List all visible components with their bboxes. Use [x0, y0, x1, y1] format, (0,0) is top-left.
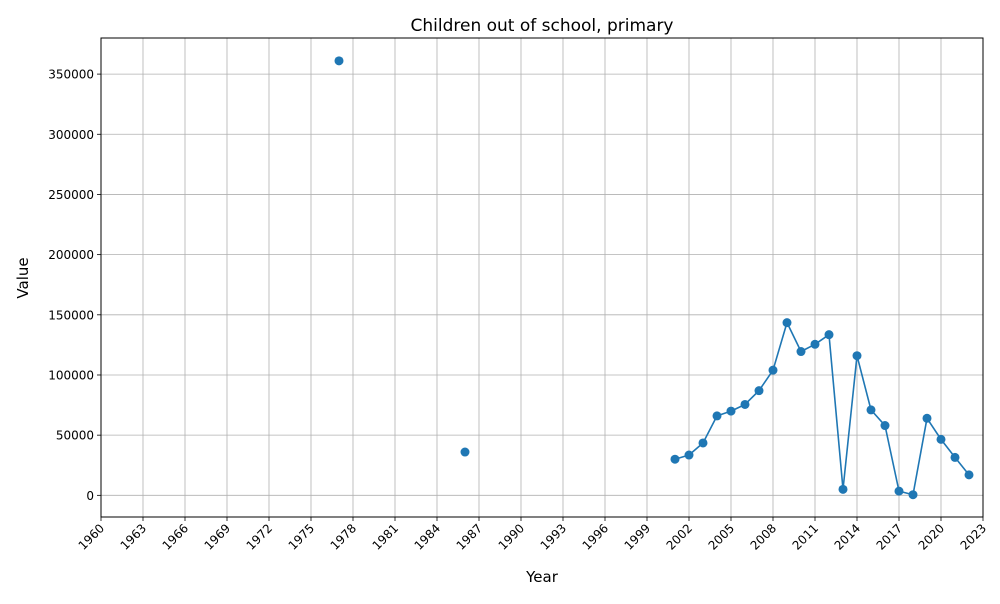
- series-line-segment: [772, 322, 788, 371]
- data-point: [908, 490, 918, 500]
- grid: [100, 38, 984, 517]
- series-line-segment: [884, 425, 900, 492]
- x-tick-label: 2002: [664, 521, 695, 552]
- data-point: [684, 450, 694, 460]
- x-tick-label: 1999: [622, 521, 653, 552]
- data-point: [712, 411, 722, 421]
- x-tick-label: 1990: [496, 521, 527, 552]
- y-tick-label: 300000: [48, 128, 94, 142]
- x-tick-label: 2008: [748, 521, 779, 552]
- data-point: [866, 405, 876, 415]
- y-tick-label: 100000: [48, 368, 94, 382]
- series-line-layer: [674, 322, 970, 496]
- data-point: [460, 447, 470, 457]
- x-tick-label: 1993: [538, 521, 569, 552]
- data-point: [936, 434, 946, 444]
- x-tick-label: 1996: [580, 521, 611, 552]
- x-tick-label: 1960: [76, 521, 107, 552]
- x-axis-label: Year: [525, 568, 559, 586]
- x-tick-label: 1969: [202, 521, 233, 552]
- data-point: [726, 406, 736, 416]
- data-point: [670, 454, 680, 464]
- data-point: [950, 452, 960, 462]
- x-tick-label: 1978: [328, 521, 359, 552]
- data-point: [838, 484, 848, 494]
- x-tick-label: 2023: [958, 521, 989, 552]
- series-line-segment: [912, 418, 928, 495]
- data-point: [880, 421, 890, 431]
- series-line-segment: [828, 334, 844, 490]
- x-tick-label: 1981: [370, 521, 401, 552]
- data-point: [922, 413, 932, 423]
- series-line-segment: [702, 415, 718, 444]
- data-point: [964, 470, 974, 480]
- series-line-segment: [786, 322, 802, 352]
- y-tick-label: 350000: [48, 68, 94, 82]
- y-tick-label: 150000: [48, 308, 94, 322]
- y-tick-label: 0: [86, 489, 94, 503]
- data-point: [768, 365, 778, 375]
- x-tick-label: 2020: [916, 521, 947, 552]
- y-tick-label: 50000: [56, 429, 94, 443]
- data-point: [852, 351, 862, 361]
- x-tick-label: 1975: [286, 521, 317, 552]
- x-axis-ticks: 1960 1963 1966 1969 1972 1975 1978 1981 1984 1987…: [76, 517, 989, 553]
- data-point: [698, 438, 708, 448]
- series-line-segment: [842, 355, 858, 490]
- x-tick-label: 1966: [160, 521, 191, 552]
- data-point: [796, 347, 806, 357]
- y-tick-label: 200000: [48, 248, 94, 262]
- data-point: [894, 486, 904, 496]
- data-point: [740, 399, 750, 409]
- y-tick-label: 250000: [48, 188, 94, 202]
- data-point: [824, 330, 834, 340]
- chart-title: Children out of school, primary: [410, 16, 673, 36]
- data-point: [334, 56, 344, 66]
- plot-frame: [100, 37, 984, 518]
- x-tick-label: 1963: [118, 521, 149, 552]
- x-tick-label: 1972: [244, 521, 275, 552]
- data-points: [334, 56, 974, 500]
- x-tick-label: 1987: [454, 521, 485, 552]
- data-point: [754, 386, 764, 396]
- x-tick-label: 2017: [874, 521, 905, 552]
- series-line-segment: [856, 355, 872, 411]
- y-axis-ticks: 0 50000 100000 150000 200000 250000 300000 3500…: [48, 68, 101, 503]
- x-tick-label: 1984: [412, 521, 443, 552]
- y-axis-label: Value: [14, 257, 32, 298]
- x-tick-label: 2014: [832, 521, 863, 552]
- data-point: [810, 339, 820, 349]
- data-point: [782, 318, 792, 328]
- x-tick-label: 2011: [790, 521, 821, 552]
- x-tick-label: 2005: [706, 521, 737, 552]
